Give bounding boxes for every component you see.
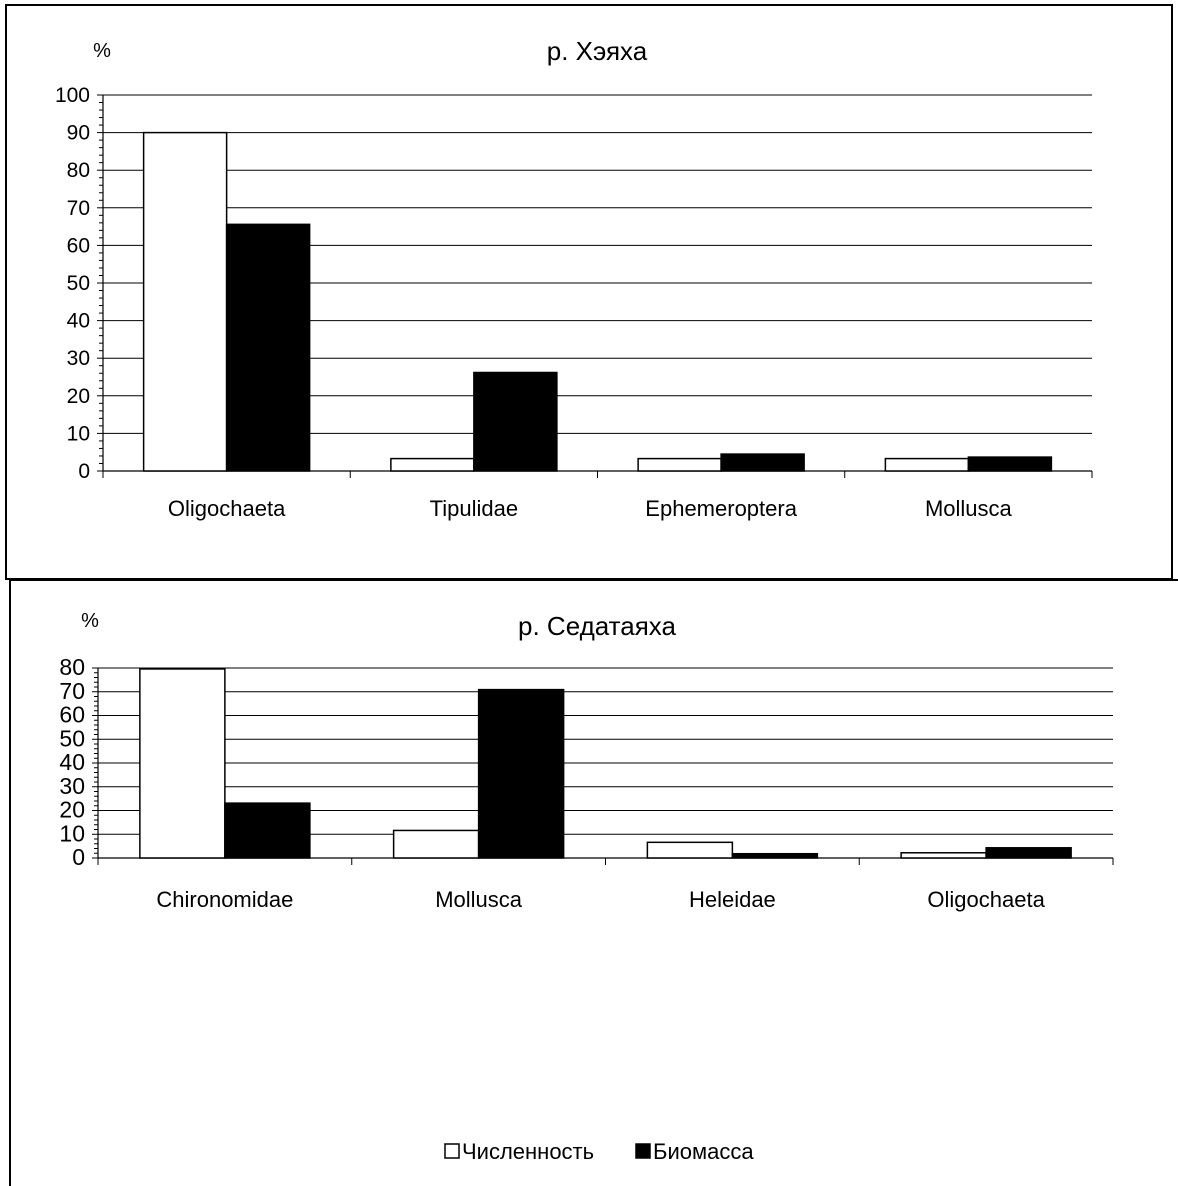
bar-chislennost <box>637 457 722 472</box>
y-tick-label: 50 <box>59 725 85 751</box>
y-tick-label: 80 <box>59 654 85 680</box>
legend-swatch-biomassa <box>635 1143 651 1159</box>
y-tick-label: 90 <box>67 122 90 145</box>
bar-biomassa <box>224 802 311 859</box>
bar-chislennost <box>884 457 970 472</box>
bar-biomassa <box>477 688 565 859</box>
y-tick-label: 50 <box>67 272 90 295</box>
x-category-label: Tipulidae <box>430 496 518 521</box>
y-tick-label: 0 <box>72 844 85 870</box>
chart-1-plot: 0 10 20 30 40 50 60 70 80 90 100 Oligochaeta Tipulid… <box>55 84 1093 521</box>
y-tick-label: 30 <box>59 773 85 799</box>
y-tick-label: 70 <box>67 197 90 220</box>
bar-biomassa <box>720 453 805 472</box>
x-category-label: Oligochaeta <box>168 496 286 521</box>
bar-biomassa <box>731 852 819 859</box>
bar-chislennost <box>900 852 987 859</box>
y-tick-label: 60 <box>59 702 85 728</box>
y-tick-label: 20 <box>67 385 90 408</box>
legend-swatch-chislennost <box>444 1143 460 1159</box>
legend-label-biomassa: Биомасса <box>653 1139 754 1164</box>
bar-biomassa <box>967 456 1053 472</box>
chart-2-title: р. Седатаяха <box>518 611 676 641</box>
bar-biomassa <box>985 847 1072 859</box>
x-category-label: Ephemeroptera <box>645 496 797 521</box>
bar-chislennost <box>646 841 734 859</box>
bar-chislennost <box>139 668 226 859</box>
legend-label-chislennost: Численность <box>462 1139 594 1164</box>
x-category-label: Oligochaeta <box>927 887 1045 912</box>
bar-chislennost <box>392 829 480 859</box>
y-tick-label: 10 <box>67 422 90 445</box>
bar-chislennost <box>142 131 228 472</box>
chart-2-ylabel: % <box>81 610 99 632</box>
y-tick-label: 40 <box>67 310 90 333</box>
bar-chislennost <box>390 457 475 472</box>
chart-2-legend: Численность Биомасса <box>444 1139 754 1164</box>
x-category-label: Mollusca <box>925 496 1013 521</box>
bar-biomassa <box>473 371 558 472</box>
x-category-label: Mollusca <box>435 887 523 912</box>
chart-1-ylabel: % <box>93 40 111 62</box>
x-category-label: Heleidae <box>689 887 776 912</box>
y-tick-label: 20 <box>59 797 85 823</box>
chart-1-title: р. Хэяха <box>547 36 648 66</box>
y-tick-label: 10 <box>59 820 85 846</box>
y-tick-label: 40 <box>59 749 85 775</box>
x-category-label: Chironomidae <box>156 887 293 912</box>
y-tick-label: 30 <box>67 347 90 370</box>
y-tick-label: 60 <box>67 234 90 257</box>
bar-biomassa <box>225 223 311 472</box>
y-tick-label: 80 <box>67 159 90 182</box>
y-tick-label: 100 <box>55 84 90 107</box>
y-tick-label: 70 <box>59 678 85 704</box>
y-tick-label: 0 <box>78 460 90 483</box>
